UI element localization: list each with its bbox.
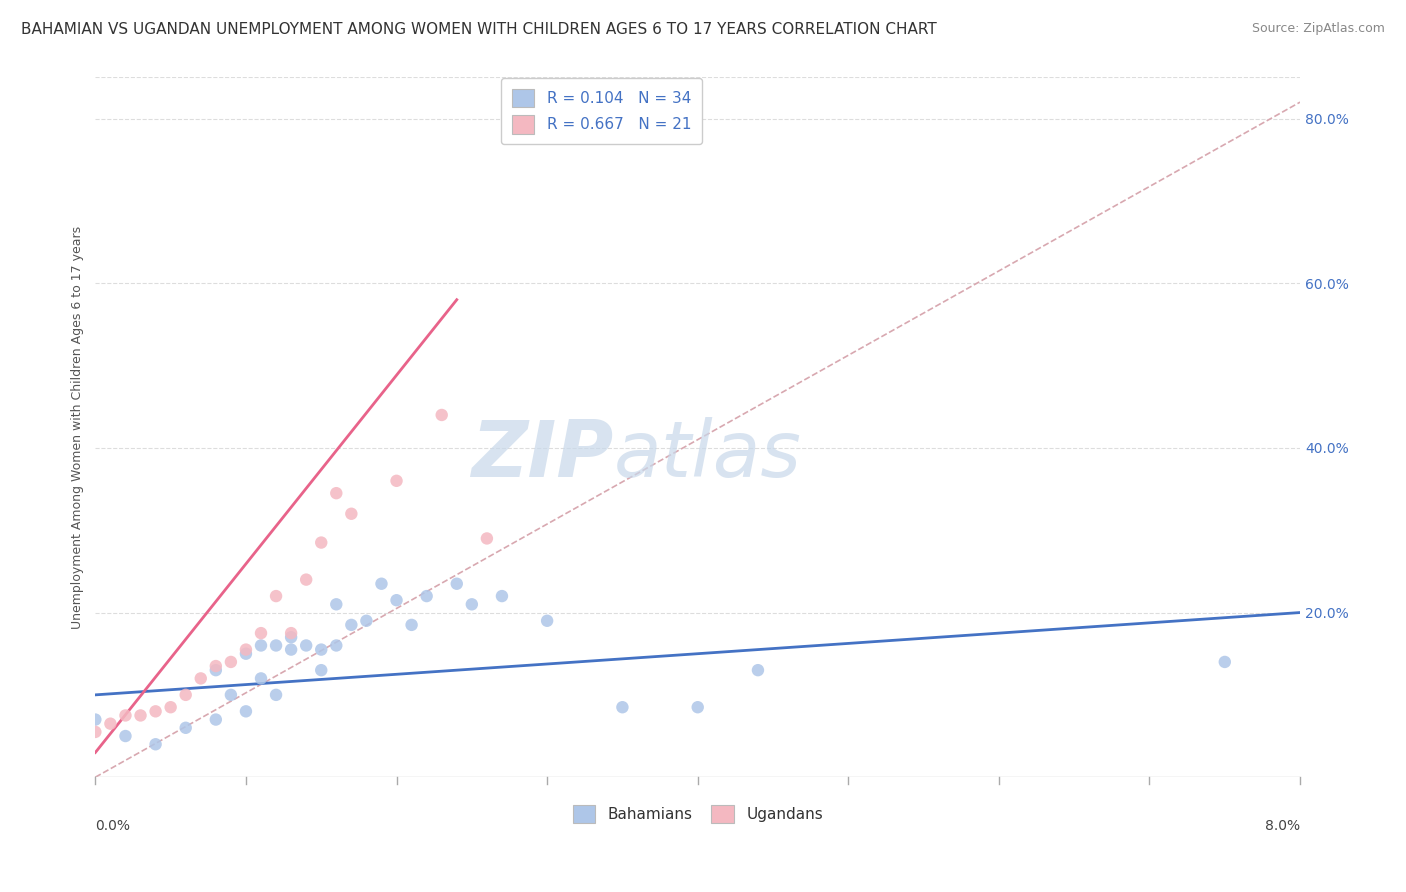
Point <box>159 700 181 714</box>
Point <box>309 642 332 657</box>
Point <box>325 597 347 611</box>
Point <box>264 688 287 702</box>
Point <box>145 737 167 751</box>
Point <box>264 589 287 603</box>
Point <box>370 576 392 591</box>
Point <box>385 474 408 488</box>
Point <box>174 721 197 735</box>
Point <box>491 589 513 603</box>
Point <box>309 663 332 677</box>
Point <box>205 713 228 727</box>
Point <box>250 672 273 686</box>
Y-axis label: Unemployment Among Women with Children Ages 6 to 17 years: Unemployment Among Women with Children A… <box>72 226 84 629</box>
Point <box>325 639 347 653</box>
Point <box>475 532 498 546</box>
Point <box>280 626 302 640</box>
Point <box>235 647 257 661</box>
Point <box>461 597 484 611</box>
Point <box>401 618 423 632</box>
Text: atlas: atlas <box>613 417 801 493</box>
Point <box>430 408 453 422</box>
Point <box>250 639 273 653</box>
Point <box>235 704 257 718</box>
Point <box>205 663 228 677</box>
Point <box>129 708 152 723</box>
Point <box>219 688 242 702</box>
Point <box>686 700 709 714</box>
Point <box>340 507 363 521</box>
Legend: Bahamians, Ugandans: Bahamians, Ugandans <box>564 796 832 832</box>
Point <box>235 642 257 657</box>
Point <box>145 704 167 718</box>
Text: Source: ZipAtlas.com: Source: ZipAtlas.com <box>1251 22 1385 36</box>
Point <box>325 486 347 500</box>
Point <box>295 639 318 653</box>
Point <box>612 700 634 714</box>
Text: 0.0%: 0.0% <box>96 819 131 833</box>
Point <box>205 659 228 673</box>
Point <box>295 573 318 587</box>
Point <box>219 655 242 669</box>
Point <box>190 672 212 686</box>
Point <box>356 614 378 628</box>
Point <box>1213 655 1236 669</box>
Point <box>250 626 273 640</box>
Point <box>747 663 769 677</box>
Point <box>174 688 197 702</box>
Point <box>100 716 122 731</box>
Text: ZIP: ZIP <box>471 417 613 493</box>
Point <box>415 589 437 603</box>
Point <box>280 642 302 657</box>
Point <box>114 708 136 723</box>
Point <box>385 593 408 607</box>
Point <box>280 630 302 644</box>
Point <box>114 729 136 743</box>
Point <box>264 639 287 653</box>
Point <box>446 576 468 591</box>
Text: 8.0%: 8.0% <box>1265 819 1301 833</box>
Point <box>309 535 332 549</box>
Point <box>340 618 363 632</box>
Point <box>84 725 107 739</box>
Point <box>84 713 107 727</box>
Point <box>536 614 558 628</box>
Text: BAHAMIAN VS UGANDAN UNEMPLOYMENT AMONG WOMEN WITH CHILDREN AGES 6 TO 17 YEARS CO: BAHAMIAN VS UGANDAN UNEMPLOYMENT AMONG W… <box>21 22 936 37</box>
